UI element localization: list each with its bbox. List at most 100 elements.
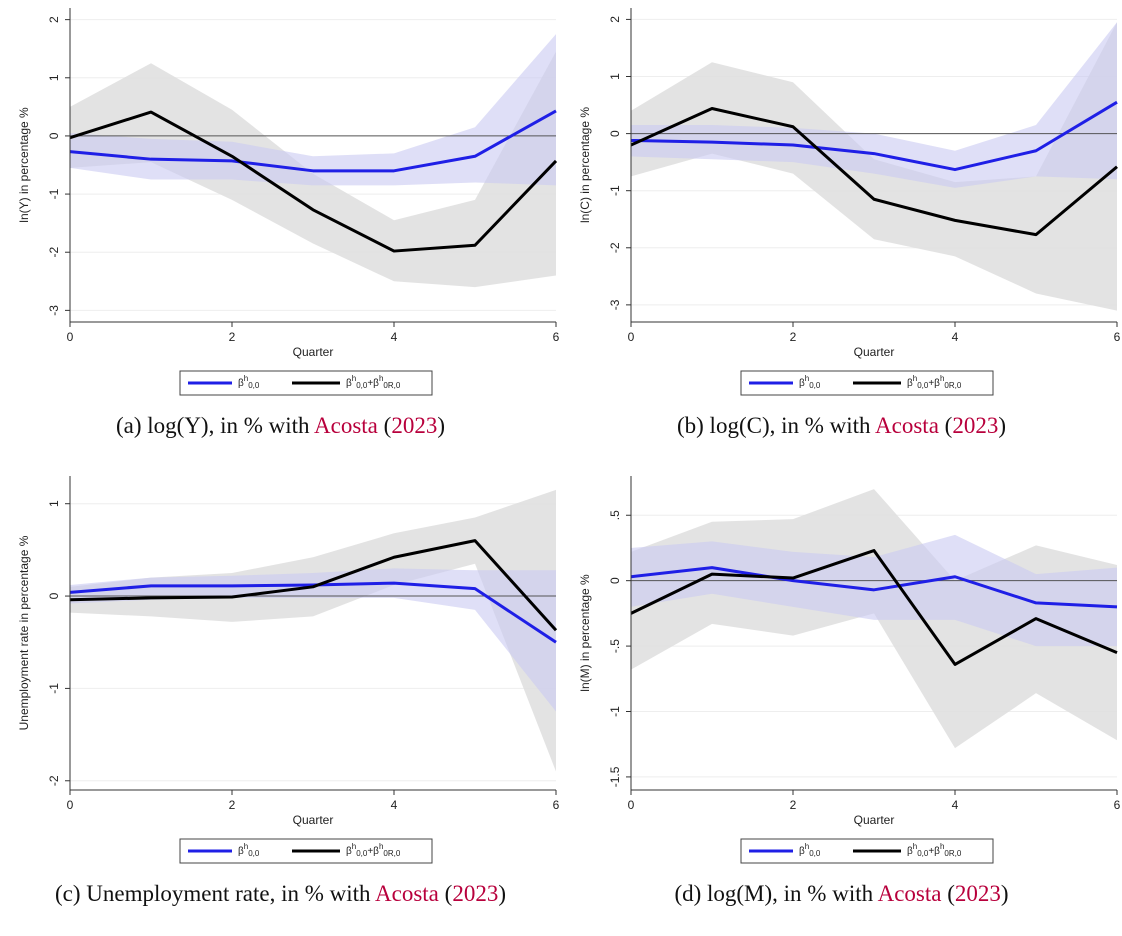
caption-d: (d) log(M), in % with Acosta (2023) xyxy=(561,881,1122,907)
x-tick-label: 4 xyxy=(391,798,398,812)
chart-unemployment: 1 0 -1 -2 0 2 4 6 Quarter Unemployment rate in pe… xyxy=(17,476,560,864)
confidence-band-1 xyxy=(70,489,556,772)
legend-label-beta: βh0,0 xyxy=(238,842,260,858)
y-tick-label: -1 xyxy=(47,683,61,694)
legend-label-beta-sum: βh0,0+βh0R,0 xyxy=(907,842,962,858)
x-tick-label: 2 xyxy=(229,798,236,812)
y-tick-label: 0 xyxy=(608,577,622,584)
x-tick-label: 4 xyxy=(952,330,959,344)
chart-ln-c: 2 1 0 -1 -2 -3 0 2 4 6 Quarter ln(C) in percentage … xyxy=(578,8,1121,396)
legend-label-beta: βh0,0 xyxy=(799,842,821,858)
legend: βh0,0 βh0,0+βh0R,0 xyxy=(179,838,433,864)
y-tick-label: 1 xyxy=(47,74,61,81)
caption-paren: ( xyxy=(438,881,453,906)
citation-link-author[interactable]: Acosta xyxy=(877,881,942,906)
caption-text: (c) Unemployment rate, in % with xyxy=(55,881,376,906)
citation-link-author[interactable]: Acosta xyxy=(375,881,439,906)
y-tick-label: -3 xyxy=(608,299,622,310)
series-line-beta xyxy=(69,109,557,173)
x-tick-label: 6 xyxy=(1114,798,1121,812)
caption-paren: ( xyxy=(938,413,953,438)
confidence-band-1 xyxy=(70,51,556,288)
confidence-band-0 xyxy=(631,22,1117,188)
x-tick-label: 0 xyxy=(67,798,74,812)
citation-link-author[interactable]: Acosta xyxy=(875,413,939,438)
citation-link-year[interactable]: 2023 xyxy=(391,413,438,438)
y-tick-label: -1 xyxy=(608,185,622,196)
caption-text: (a) log(Y), in % with xyxy=(116,413,315,438)
series-line-beta-sum xyxy=(69,539,558,632)
citation-link-author[interactable]: Acosta xyxy=(314,413,378,438)
x-tick-label: 0 xyxy=(67,330,74,344)
caption-paren: ( xyxy=(941,881,955,906)
y-tick-label: 1 xyxy=(608,73,622,80)
legend-label-beta: βh0,0 xyxy=(799,374,821,390)
x-tick-label: 6 xyxy=(553,330,560,344)
caption-text: (d) log(M), in % with xyxy=(674,881,878,906)
citation-link-year[interactable]: 2023 xyxy=(952,413,999,438)
y-axis-title: ln(C) in percentage % xyxy=(578,107,592,223)
legend: βh0,0 βh0,0+βh0R,0 xyxy=(740,370,994,396)
y-axis-title: Unemployment rate in percentage % xyxy=(17,535,31,730)
y-tick-label: -1 xyxy=(608,706,622,717)
chart-ln-m: .5 0 -.5 -1 -1.5 0 2 4 6 Quarter ln(M) in percenta… xyxy=(578,476,1121,864)
chart-panel-a: 2 1 0 -1 -2 -3 0 2 4 6 Quarter ln(Y) in percentage … xyxy=(0,0,561,468)
x-axis-title: Quarter xyxy=(854,345,895,359)
confidence-band-0 xyxy=(70,34,556,186)
y-tick-label: -2 xyxy=(47,775,61,786)
y-tick-label: 2 xyxy=(608,16,622,23)
caption-paren: ( xyxy=(377,413,392,438)
y-tick-label: 0 xyxy=(47,592,61,599)
y-tick-label: .5 xyxy=(608,510,622,520)
caption-paren: ) xyxy=(437,413,445,438)
y-tick-label: 1 xyxy=(47,500,61,507)
chart-panel-d: .5 0 -.5 -1 -1.5 0 2 4 6 Quarter ln(M) in percenta… xyxy=(561,468,1122,936)
caption-text: (b) log(C), in % with xyxy=(676,413,876,438)
x-tick-label: 2 xyxy=(229,330,236,344)
y-tick-label: 0 xyxy=(608,130,622,137)
legend-label-beta-sum: βh0,0+βh0R,0 xyxy=(346,842,401,858)
legend: βh0,0 βh0,0+βh0R,0 xyxy=(740,838,994,864)
citation-link-year[interactable]: 2023 xyxy=(954,881,1001,906)
x-tick-label: 6 xyxy=(1114,330,1121,344)
x-tick-label: 0 xyxy=(628,798,635,812)
chart-panel-b: 2 1 0 -1 -2 -3 0 2 4 6 Quarter ln(C) in percentage … xyxy=(561,0,1122,468)
series-line-beta-sum xyxy=(69,110,558,253)
x-tick-label: 0 xyxy=(628,330,635,344)
legend-label-beta-sum: βh0,0+βh0R,0 xyxy=(907,374,962,390)
x-tick-label: 4 xyxy=(391,330,398,344)
legend-label-beta: βh0,0 xyxy=(238,374,260,390)
y-tick-label: -2 xyxy=(608,242,622,253)
series-line-beta-sum xyxy=(630,549,1118,666)
series-line-beta-sum xyxy=(630,106,1118,237)
chart-ln-y: 2 1 0 -1 -2 -3 0 2 4 6 Quarter ln(Y) in percentage … xyxy=(17,8,560,396)
legend-label-beta-sum: βh0,0+βh0R,0 xyxy=(346,374,401,390)
x-axis-title: Quarter xyxy=(854,813,895,827)
x-tick-label: 2 xyxy=(790,798,797,812)
citation-link-year[interactable]: 2023 xyxy=(452,881,499,906)
caption-b: (b) log(C), in % with Acosta (2023) xyxy=(561,413,1122,439)
y-axis-title: ln(Y) in percentage % xyxy=(17,107,31,223)
chart-panel-c: 1 0 -1 -2 0 2 4 6 Quarter Unemployment rate in pe… xyxy=(0,468,561,936)
y-tick-label: 0 xyxy=(47,132,61,139)
y-axis-title: ln(M) in percentage % xyxy=(578,574,592,692)
x-axis-title: Quarter xyxy=(293,813,334,827)
x-axis-title: Quarter xyxy=(293,345,334,359)
x-tick-label: 4 xyxy=(952,798,959,812)
confidence-band-0 xyxy=(70,568,556,712)
x-tick-label: 2 xyxy=(790,330,797,344)
caption-a: (a) log(Y), in % with Acosta (2023) xyxy=(0,413,561,439)
series-line-beta xyxy=(630,100,1118,172)
y-tick-label: -1 xyxy=(47,188,61,199)
caption-paren: ) xyxy=(998,413,1006,438)
caption-c: (c) Unemployment rate, in % with Acosta … xyxy=(0,881,561,907)
y-tick-label: -3 xyxy=(47,305,61,316)
caption-paren: ) xyxy=(1000,881,1009,906)
y-tick-label: 2 xyxy=(47,16,61,23)
legend: βh0,0 βh0,0+βh0R,0 xyxy=(179,370,433,396)
x-tick-label: 6 xyxy=(553,798,560,812)
series-line-beta xyxy=(630,566,1118,609)
series-line-beta xyxy=(69,581,557,644)
y-tick-label: -.5 xyxy=(608,639,622,653)
y-tick-label: -1.5 xyxy=(608,766,622,787)
